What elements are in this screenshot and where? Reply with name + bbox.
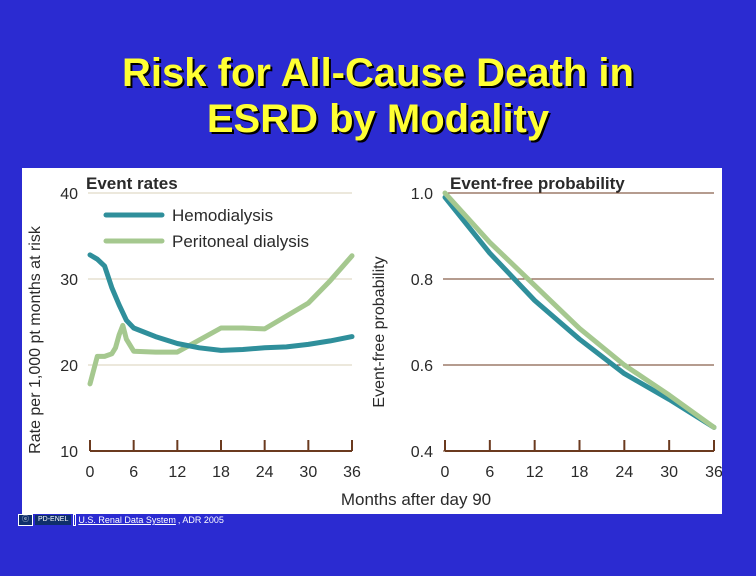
left-series-hemodialysis-line <box>87 252 355 353</box>
pd-badge: PD-ENEL <box>35 515 72 525</box>
slide-title-line-2: ESRD by Modality <box>206 97 550 141</box>
left-xtick-label-2: 12 <box>168 464 186 481</box>
source-footer: ⓔ PD-ENEL U.S. Renal Data System, ADR 20… <box>18 514 224 526</box>
right-chart-title: Event-free probability <box>450 174 625 193</box>
footer-divider <box>73 514 77 526</box>
right-xtick-label-4: 24 <box>615 464 633 481</box>
right-ytick-label-2: 0.8 <box>411 272 433 289</box>
left-xtick-label-3: 18 <box>212 464 230 481</box>
right-ytick-label-1: 0.6 <box>411 358 433 375</box>
slide-title-line-1: Risk for All-Cause Death in <box>122 51 634 95</box>
right-ytick-label-3: 1.0 <box>411 186 433 203</box>
left-xtick-label-1: 6 <box>129 464 138 481</box>
x-axis-label: Months after day 90 <box>341 490 491 509</box>
source-citation: , ADR 2005 <box>177 515 224 525</box>
left-xtick-label-5: 30 <box>299 464 317 481</box>
charts-svg: Event rates Rate per 1,000 pt months at … <box>27 174 722 509</box>
left-ytick-label-0: 10 <box>60 444 78 461</box>
left-ytick-label-3: 40 <box>60 186 78 203</box>
dept-logo: ⓔ <box>18 514 33 526</box>
left-xtick-label-6: 36 <box>343 464 361 481</box>
chart-panel: Event rates Rate per 1,000 pt months at … <box>22 168 722 514</box>
right-xtick-label-1: 6 <box>485 464 494 481</box>
left-ytick-label-1: 20 <box>60 358 78 375</box>
right-series-hemodialysis-line <box>442 194 717 430</box>
left-xtick-label-0: 0 <box>86 464 95 481</box>
left-ytick-label-2: 30 <box>60 272 78 289</box>
right-xtick-label-2: 12 <box>526 464 544 481</box>
left-xtick-label-4: 24 <box>256 464 274 481</box>
slide-title: Risk for All-Cause Death in ESRD by Moda… <box>0 50 756 142</box>
legend-label-hemodialysis: Hemodialysis <box>172 206 273 225</box>
left-series-peritoneal-line <box>87 253 355 387</box>
right-chart-ylabel: Event-free probability <box>371 256 388 407</box>
right-xtick-label-0: 0 <box>441 464 450 481</box>
source-link[interactable]: U.S. Renal Data System <box>78 515 176 525</box>
right-ytick-label-0: 0.4 <box>411 444 433 461</box>
right-xtick-label-3: 18 <box>571 464 589 481</box>
left-chart-ylabel: Rate per 1,000 pt months at risk <box>27 225 44 454</box>
right-xtick-label-6: 36 <box>705 464 722 481</box>
right-series-peritoneal-line <box>442 190 717 430</box>
legend-label-peritoneal: Peritoneal dialysis <box>172 232 309 251</box>
right-xtick-label-5: 30 <box>660 464 678 481</box>
left-chart-title: Event rates <box>86 174 178 193</box>
